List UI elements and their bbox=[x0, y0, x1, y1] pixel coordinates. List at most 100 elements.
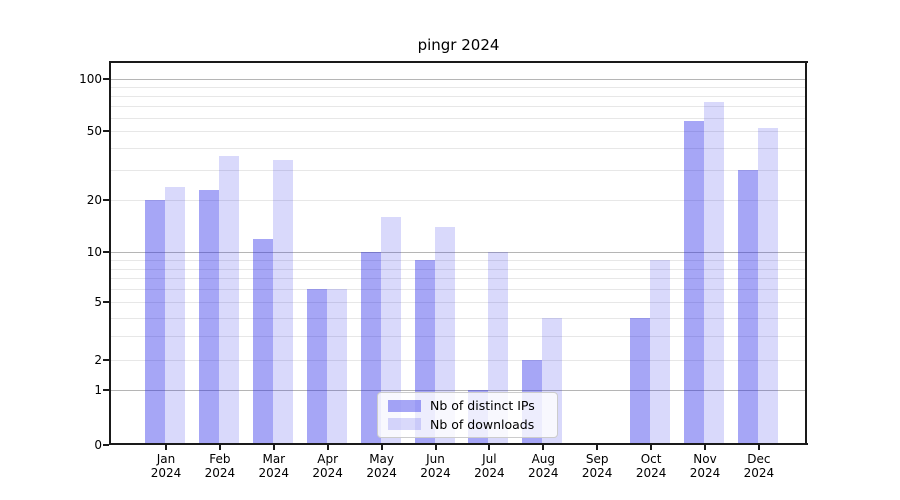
x-tick-year: 2024 bbox=[204, 466, 236, 480]
y-tick-mark bbox=[103, 78, 109, 80]
chart-title: pingr 2024 bbox=[417, 36, 500, 54]
x-tick-label: Oct 2024 bbox=[619, 452, 683, 480]
gridline-minor bbox=[111, 268, 806, 270]
x-tick-label: May 2024 bbox=[350, 452, 414, 480]
x-tick-mark bbox=[218, 445, 221, 450]
legend-label: Nb of distinct IPs bbox=[430, 398, 535, 414]
axis-spine-right bbox=[805, 61, 807, 445]
legend-swatch bbox=[388, 399, 421, 412]
x-tick-mark bbox=[650, 445, 653, 450]
bar-downloads-mar bbox=[272, 160, 293, 444]
bar-distinct-ips-mar bbox=[252, 238, 273, 444]
x-tick-month: Mar bbox=[262, 452, 286, 466]
x-tick-month: Jul bbox=[482, 452, 497, 466]
y-tick-label: 0 bbox=[94, 437, 102, 452]
bar-distinct-ips-jan bbox=[145, 200, 165, 444]
y-tick-mark bbox=[103, 199, 109, 202]
gridline-minor bbox=[111, 302, 806, 304]
x-tick-mark bbox=[272, 445, 275, 450]
x-tick-mark bbox=[380, 445, 383, 450]
bar-distinct-ips-feb bbox=[198, 189, 219, 444]
legend-entry: Nb of distinct IPs bbox=[388, 398, 547, 413]
gridline-minor bbox=[111, 289, 806, 291]
axis-spine-bottom bbox=[109, 443, 808, 445]
x-tick-year: 2024 bbox=[366, 466, 397, 480]
x-tick-month: Jan bbox=[156, 452, 176, 466]
y-tick-label: 10 bbox=[86, 245, 102, 260]
x-tick-mark bbox=[757, 445, 760, 450]
x-tick-year: 2024 bbox=[743, 466, 775, 480]
x-tick-mark bbox=[165, 445, 167, 450]
y-tick-mark bbox=[103, 389, 109, 392]
x-tick-mark bbox=[488, 445, 491, 450]
x-tick-label: Dec 2024 bbox=[727, 452, 791, 480]
gridline-minor bbox=[111, 131, 806, 133]
x-tick-mark bbox=[542, 445, 545, 450]
gridline-minor bbox=[111, 148, 806, 150]
x-tick-label: Nov 2024 bbox=[673, 452, 737, 480]
gridline-minor bbox=[111, 169, 806, 171]
y-tick-mark bbox=[103, 301, 109, 304]
gridline-minor bbox=[111, 259, 806, 261]
bar-downloads-jun bbox=[434, 227, 455, 444]
x-tick-year: 2024 bbox=[420, 466, 451, 480]
x-tick-year: 2024 bbox=[581, 466, 613, 480]
bar-distinct-ips-dec bbox=[737, 169, 758, 444]
x-tick-month: Aug bbox=[531, 452, 556, 466]
y-tick-mark bbox=[103, 130, 109, 133]
y-tick-label: 5 bbox=[94, 295, 102, 310]
plot-area: Nb of distinct IPs Nb of downloads bbox=[111, 62, 806, 444]
x-tick-label: Jan 2024 bbox=[134, 452, 198, 480]
x-tick-month: Sep bbox=[585, 452, 609, 466]
bar-downloads-dec bbox=[757, 128, 778, 444]
bar-downloads-may bbox=[380, 217, 401, 444]
gridline-minor bbox=[111, 117, 806, 119]
legend-swatch bbox=[388, 418, 421, 431]
y-tick-label: 1 bbox=[94, 383, 102, 398]
gridline-major bbox=[111, 390, 806, 392]
y-tick-label: 2 bbox=[94, 353, 102, 368]
y-tick-mark bbox=[103, 443, 109, 446]
y-tick-mark bbox=[103, 359, 109, 362]
x-tick-year: 2024 bbox=[258, 466, 290, 480]
gridline-minor bbox=[111, 336, 806, 338]
y-tick-label: 100 bbox=[79, 72, 102, 86]
gridline-minor bbox=[111, 278, 806, 280]
x-tick-label: Jul 2024 bbox=[457, 452, 521, 480]
bar-distinct-ips-nov bbox=[684, 121, 704, 444]
x-tick-mark bbox=[704, 445, 706, 450]
gridline-minor bbox=[111, 105, 806, 107]
y-tick-label: 20 bbox=[86, 193, 102, 208]
x-tick-year: 2024 bbox=[689, 466, 721, 480]
x-tick-year: 2024 bbox=[474, 466, 505, 480]
x-tick-label: Jun 2024 bbox=[404, 452, 468, 480]
axis-spine-top bbox=[109, 61, 808, 63]
x-tick-mark bbox=[326, 445, 329, 450]
bar-downloads-jan bbox=[165, 186, 185, 444]
bar-downloads-feb bbox=[218, 156, 239, 444]
x-tick-label: Aug 2024 bbox=[511, 452, 575, 480]
x-tick-month: Oct bbox=[640, 452, 662, 466]
x-tick-label: Mar 2024 bbox=[242, 452, 306, 480]
bar-distinct-ips-apr bbox=[306, 289, 327, 444]
legend: Nb of distinct IPs Nb of downloads bbox=[377, 392, 558, 438]
bar-downloads-oct bbox=[650, 259, 671, 444]
legend-label: Nb of downloads bbox=[430, 416, 535, 432]
bar-downloads-apr bbox=[326, 289, 347, 444]
gridline-major bbox=[111, 252, 806, 254]
bar-downloads-nov bbox=[704, 101, 724, 444]
legend-entry: Nb of downloads bbox=[388, 417, 547, 432]
x-tick-label: Feb 2024 bbox=[188, 452, 252, 480]
x-tick-mark bbox=[434, 445, 437, 450]
x-tick-month: Feb bbox=[209, 452, 231, 466]
x-tick-year: 2024 bbox=[312, 466, 343, 480]
gridline-minor bbox=[111, 95, 806, 97]
x-tick-month: Nov bbox=[693, 452, 717, 466]
gridline-major bbox=[111, 79, 806, 80]
gridline-minor bbox=[111, 317, 806, 319]
gridline-minor bbox=[111, 86, 806, 88]
x-tick-month: May bbox=[369, 452, 394, 466]
x-tick-year: 2024 bbox=[150, 466, 182, 480]
x-tick-mark bbox=[596, 445, 599, 450]
